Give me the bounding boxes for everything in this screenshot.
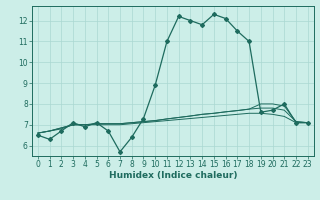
X-axis label: Humidex (Indice chaleur): Humidex (Indice chaleur) xyxy=(108,171,237,180)
